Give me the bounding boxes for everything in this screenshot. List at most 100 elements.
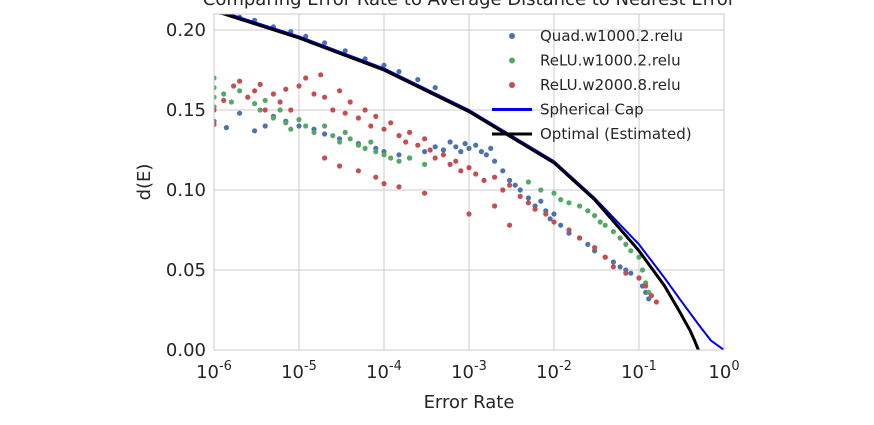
scatter-point xyxy=(592,213,598,219)
scatter-point xyxy=(337,163,343,169)
scatter-point xyxy=(303,123,309,129)
scatter-point xyxy=(525,195,532,201)
scatter-point xyxy=(277,99,283,105)
scatter-point xyxy=(283,120,289,126)
scatter-point xyxy=(462,141,468,147)
scatter-point xyxy=(214,107,217,113)
line-series-2 xyxy=(219,14,700,350)
scatter-point xyxy=(368,139,374,145)
scatter-point xyxy=(453,158,459,164)
scatter-point xyxy=(257,81,263,87)
scatter-point xyxy=(296,123,302,129)
y-tick-labels: 0.00 0.05 0.10 0.15 0.20 xyxy=(166,20,206,361)
scatter-series-3 xyxy=(214,72,660,305)
scatter-point xyxy=(337,139,343,145)
scatter-point xyxy=(422,190,428,196)
y-axis-label: d(E) xyxy=(134,164,155,201)
scatter-point xyxy=(639,267,646,273)
scatter-point xyxy=(525,200,532,206)
legend-entry: ReLU.w2000.8.relu xyxy=(509,76,681,94)
scatter-point xyxy=(466,211,472,217)
scatter-point xyxy=(551,190,557,196)
scatter-point xyxy=(610,264,617,270)
legend-entry: ReLU.w1000.2.relu xyxy=(509,52,681,70)
y-tick-label: 0.05 xyxy=(166,260,206,281)
scatter-point xyxy=(322,40,328,46)
scatter-point xyxy=(507,177,513,183)
scatter-point xyxy=(577,203,583,209)
scatter-point xyxy=(347,99,353,105)
scatter-point xyxy=(355,115,361,121)
scatter-point xyxy=(303,75,309,81)
scatter-point xyxy=(427,147,433,153)
scatter-point xyxy=(483,152,489,158)
scatter-point xyxy=(481,177,487,183)
scatter-point xyxy=(500,187,506,193)
scatter-point xyxy=(296,83,302,89)
scatter-point xyxy=(617,264,623,270)
scatter-point xyxy=(322,94,328,100)
scatter-point xyxy=(396,184,402,190)
y-tick-label: 0.00 xyxy=(166,340,206,361)
scatter-point xyxy=(403,139,409,145)
chart-title: Comparing Error Rate to Average Distance… xyxy=(203,0,736,10)
scatter-point xyxy=(311,129,317,135)
scatter-point xyxy=(407,129,413,135)
scatter-point xyxy=(473,171,479,177)
scatter-point xyxy=(432,85,438,91)
scatter-point xyxy=(262,123,268,129)
scatter-point xyxy=(432,155,438,161)
x-tick-label: 100 xyxy=(708,359,739,383)
scatter-point xyxy=(602,254,608,260)
scatter-point xyxy=(362,107,368,113)
legend-label: ReLU.w2000.8.relu xyxy=(540,76,681,94)
scatter-point xyxy=(347,136,353,142)
scatter-point xyxy=(381,181,387,187)
scatter-point xyxy=(252,128,258,134)
scatter-point xyxy=(517,187,523,193)
scatter-point xyxy=(422,161,428,167)
scatter-point xyxy=(396,69,402,75)
plot-marks xyxy=(214,14,724,350)
scatter-point xyxy=(558,197,564,203)
scatter-point xyxy=(551,219,557,225)
scatter-point xyxy=(623,270,629,276)
scatter-point xyxy=(473,142,479,148)
scatter-point xyxy=(558,222,564,228)
scatter-point xyxy=(237,110,243,116)
scatter-point xyxy=(543,211,549,217)
scatter-point xyxy=(538,187,544,193)
scatter-point xyxy=(373,149,379,155)
scatter-point xyxy=(507,222,513,228)
scatter-point xyxy=(355,142,361,148)
scatter-point xyxy=(492,158,498,164)
scatter-point xyxy=(478,149,484,155)
x-tick-label: 10-4 xyxy=(366,359,402,383)
x-tick-label: 10-1 xyxy=(621,359,657,383)
scatter-point xyxy=(288,126,294,132)
scatter-point xyxy=(447,139,453,145)
scatter-point xyxy=(447,161,453,167)
scatter-point xyxy=(237,88,243,94)
scatter-point xyxy=(221,97,227,103)
scatter-point xyxy=(381,126,387,132)
scatter-point xyxy=(322,131,328,137)
scatter-point xyxy=(525,179,532,185)
legend-label: Spherical Cap xyxy=(540,101,644,119)
scatter-point xyxy=(610,259,617,265)
x-tick-label: 10-6 xyxy=(196,359,232,383)
scatter-point xyxy=(221,91,227,97)
scatter-point xyxy=(311,91,317,97)
scatter-point xyxy=(592,245,598,251)
scatter-point xyxy=(458,149,464,155)
y-tick-label: 0.20 xyxy=(166,20,206,41)
scatter-point xyxy=(512,182,518,188)
scatter-point xyxy=(330,133,336,139)
legend-label: Optimal (Estimated) xyxy=(540,125,692,143)
scatter-point xyxy=(492,174,498,180)
scatter-point xyxy=(415,142,421,148)
legend-entry: Quad.w1000.2.relu xyxy=(509,27,683,45)
scatter-point xyxy=(262,97,268,103)
scatter-point xyxy=(623,241,629,247)
